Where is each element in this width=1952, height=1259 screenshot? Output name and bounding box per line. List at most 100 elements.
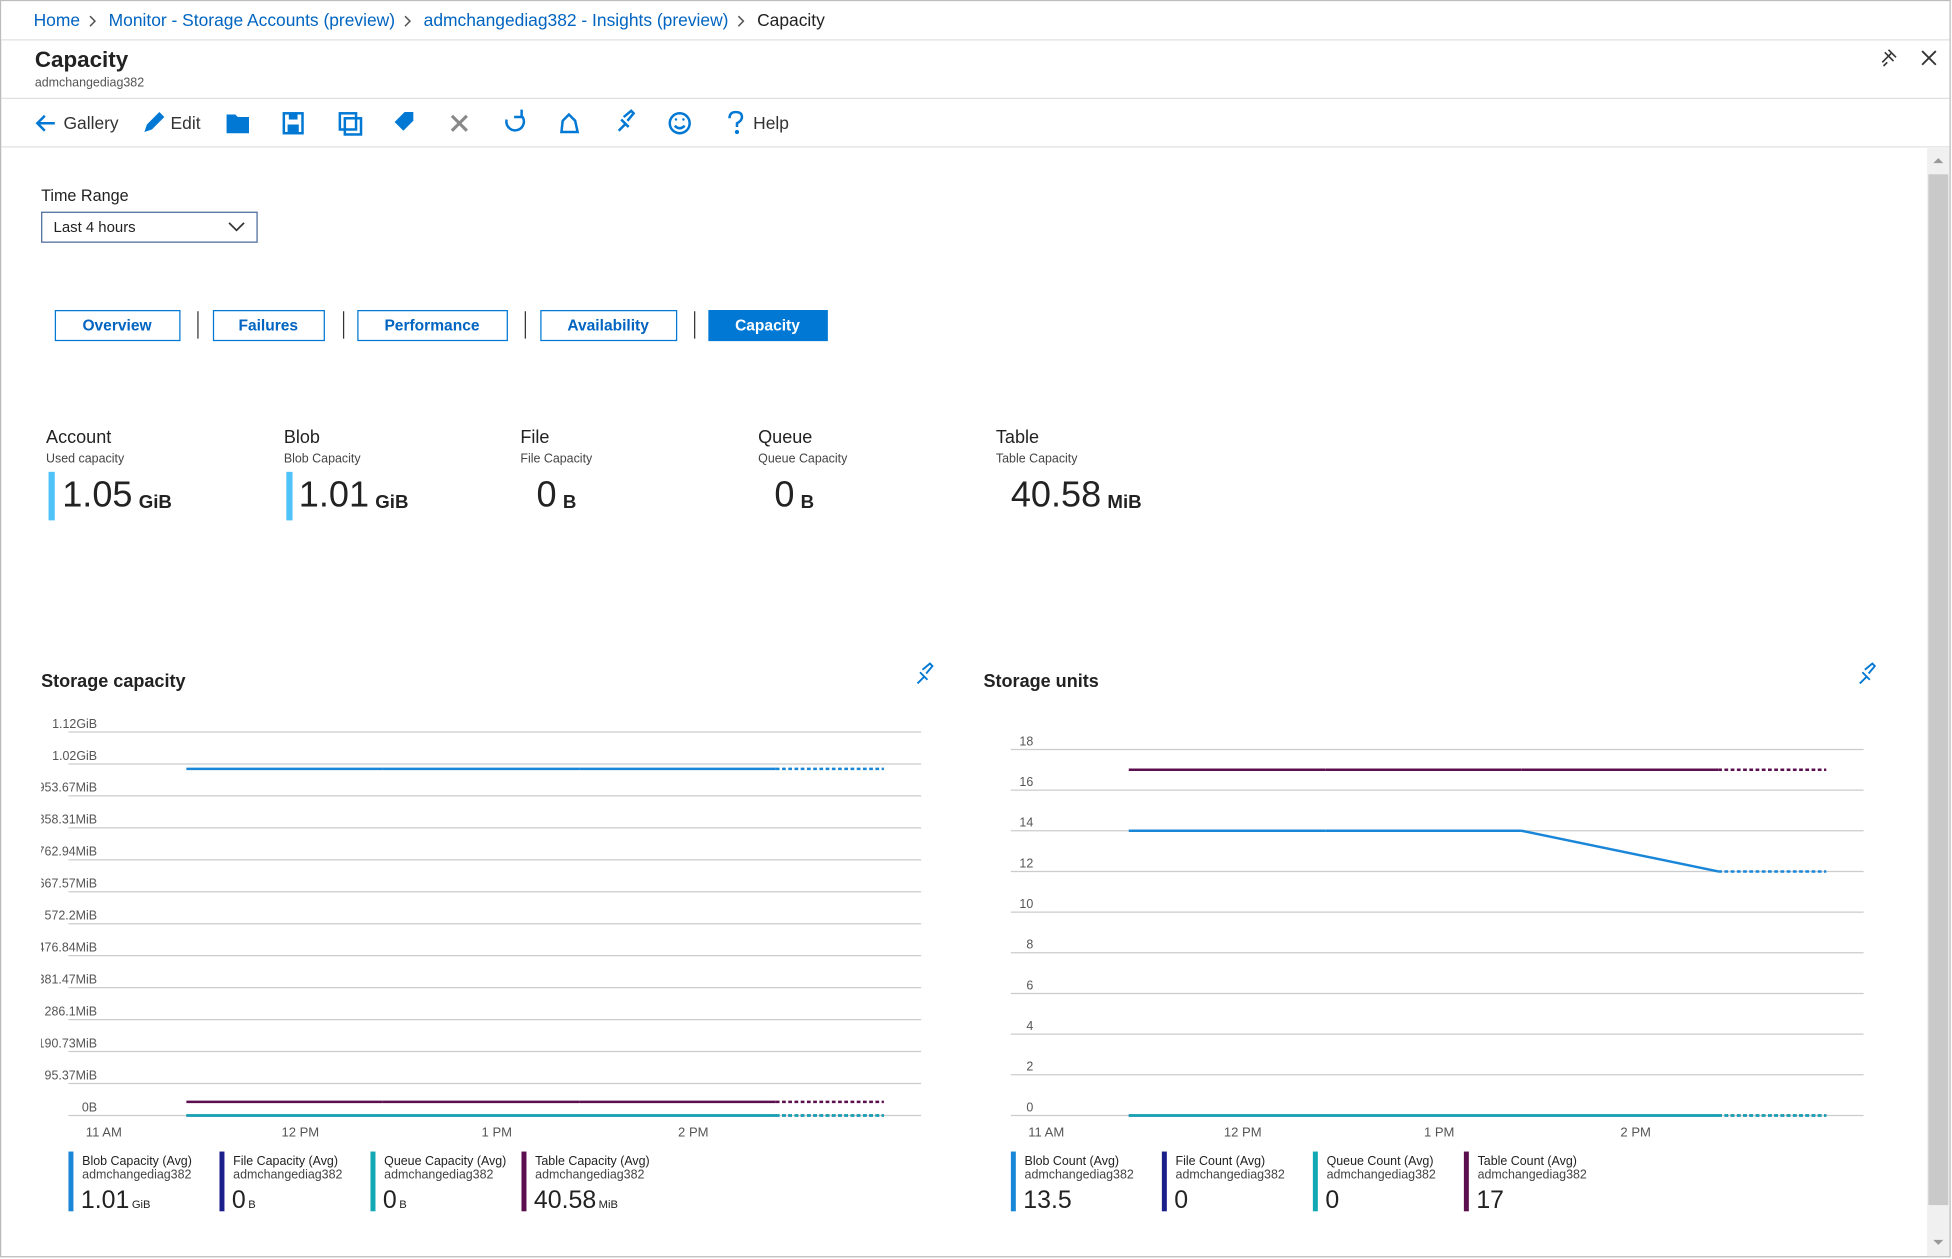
blade-title: Capacity (35, 47, 129, 72)
y-tick-label: 858.31MiB (38, 813, 97, 827)
legend-value: 0 (232, 1186, 246, 1214)
legend-value: 17 (1476, 1186, 1504, 1214)
gallery-button[interactable]: Gallery (35, 113, 119, 133)
toolbar-label: Help (753, 113, 789, 133)
chart-title: Storage capacity (41, 671, 185, 691)
toolbar-label: Edit (171, 113, 201, 133)
legend-value: 1.01 (81, 1186, 129, 1214)
pin-button[interactable] (617, 109, 636, 132)
help-button[interactable]: Help (728, 110, 789, 135)
scrollbar-thumb[interactable] (1928, 174, 1949, 1206)
discard-button[interactable] (450, 114, 468, 132)
x-tick-label: 11 AM (1028, 1124, 1064, 1139)
breadcrumb-item[interactable]: Home (34, 10, 80, 30)
tag-button[interactable] (394, 112, 414, 131)
legend-name: Queue Count (Avg) (1327, 1154, 1434, 1168)
legend-name: Table Capacity (Avg) (535, 1154, 650, 1168)
legend-swatch (1161, 1151, 1167, 1212)
legend-swatch (68, 1151, 74, 1212)
x-tick-label: 2 PM (678, 1124, 709, 1139)
open-button[interactable] (226, 114, 249, 134)
legend-value: 40.58 (534, 1186, 596, 1214)
tab[interactable]: Capacity (708, 309, 828, 342)
legend-unit: B (399, 1199, 406, 1211)
breadcrumb-item[interactable]: Monitor - Storage Accounts (preview) (109, 10, 395, 30)
breadcrumb-item[interactable]: admchangediag382 - Insights (preview) (424, 10, 729, 30)
y-tick-label: 667.57MiB (38, 877, 97, 891)
tile-value: 1.01 (299, 473, 369, 514)
tile-title: Blob (284, 427, 320, 447)
metric-tile: Table Table Capacity 40.58 MiB (996, 427, 1142, 514)
y-tick-label: 4 (1026, 1019, 1033, 1033)
pin-button[interactable] (1859, 662, 1877, 685)
tile-title: File (520, 427, 549, 447)
tile-bar (286, 471, 293, 521)
y-tick-label: 16 (1019, 775, 1033, 789)
legend-item[interactable]: Blob Capacity (Avg)admchangediag382 1.01 G… (68, 1151, 192, 1214)
breadcrumb-bar (1, 1, 1950, 40)
refresh-button[interactable] (505, 109, 526, 132)
tab-box (708, 309, 828, 342)
y-tick-label: 8 (1026, 938, 1033, 952)
legend-swatch (1463, 1151, 1469, 1212)
legend-subtitle: admchangediag382 (1327, 1167, 1436, 1181)
legend-unit: MiB (599, 1199, 618, 1211)
pin-button[interactable] (1881, 49, 1897, 67)
legend-swatch (1312, 1151, 1318, 1212)
y-tick-label: 14 (1019, 816, 1033, 830)
legend-item[interactable]: File Count (Avg)admchangediag382 0 (1161, 1151, 1285, 1214)
legend-subtitle: admchangediag382 (1025, 1167, 1134, 1181)
tile-subtitle: File Capacity (520, 452, 593, 466)
y-tick-label: 0B (82, 1100, 97, 1114)
legend-item[interactable]: Blob Count (Avg)admchangediag382 13.5 (1010, 1151, 1134, 1214)
legend-item[interactable]: File Capacity (Avg)admchangediag382 0 B (219, 1151, 343, 1214)
tab[interactable]: Overview (54, 309, 181, 342)
tile-subtitle: Queue Capacity (758, 452, 848, 466)
metric-tile: Queue Queue Capacity 0 B (758, 427, 848, 514)
legend-name: File Count (Avg) (1176, 1154, 1266, 1168)
legend-name: Queue Capacity (Avg) (384, 1154, 506, 1168)
legend-item[interactable]: Queue Capacity (Avg)admchangediag382 0 B (370, 1151, 506, 1214)
edit-button[interactable]: Edit (144, 112, 201, 133)
tile-title: Account (46, 427, 111, 447)
pin-button[interactable] (916, 662, 934, 685)
legend-subtitle: admchangediag382 (233, 1167, 342, 1181)
tile-value: 0 (537, 473, 557, 514)
y-tick-label: 1.02GiB (52, 749, 97, 763)
legend-item[interactable]: Table Count (Avg)admchangediag382 17 (1463, 1151, 1587, 1214)
save-as-button[interactable] (338, 112, 363, 136)
tab-label: Performance (384, 317, 479, 334)
time-range-dropdown[interactable]: Last 4 hours (41, 211, 258, 243)
legend-unit: GiB (132, 1199, 151, 1211)
legend-item[interactable]: Queue Count (Avg)admchangediag382 0 (1312, 1151, 1436, 1214)
y-tick-label: 190.73MiB (38, 1036, 97, 1050)
y-tick-label: 18 (1019, 734, 1033, 748)
legend-swatch (521, 1151, 527, 1212)
legend-unit: B (248, 1199, 255, 1211)
breadcrumb-chevron (737, 15, 745, 27)
x-tick-label: 12 PM (1224, 1124, 1262, 1139)
tile-value: 0 (774, 473, 794, 514)
chart: Storage units 0 2 4 6 8 10 12 14 16 18 11 AM 12 PM 1 … (983, 662, 1877, 1214)
legend-value: 13.5 (1023, 1186, 1071, 1214)
y-tick-label: 953.67MiB (38, 781, 97, 795)
y-tick-label: 572.2MiB (45, 909, 98, 923)
tile-title: Queue (758, 427, 812, 447)
legend-value: 0 (1325, 1186, 1339, 1214)
legend-item[interactable]: Table Capacity (Avg)admchangediag382 40.5… (521, 1151, 650, 1214)
y-tick-label: 12 (1019, 856, 1033, 870)
legend-swatch (219, 1151, 225, 1212)
tab[interactable]: Performance (357, 309, 508, 342)
legend-subtitle: admchangediag382 (82, 1167, 191, 1181)
tab-label: Overview (82, 317, 152, 334)
close-button[interactable] (1921, 50, 1937, 66)
x-tick-label: 12 PM (281, 1124, 319, 1139)
save-button[interactable] (282, 112, 304, 135)
feedback-button[interactable] (560, 112, 580, 134)
legend-swatch (370, 1151, 376, 1212)
tab[interactable]: Failures (212, 309, 325, 342)
chart-title: Storage units (983, 671, 1098, 691)
smile-button[interactable] (668, 112, 691, 135)
tab[interactable]: Availability (540, 309, 678, 342)
